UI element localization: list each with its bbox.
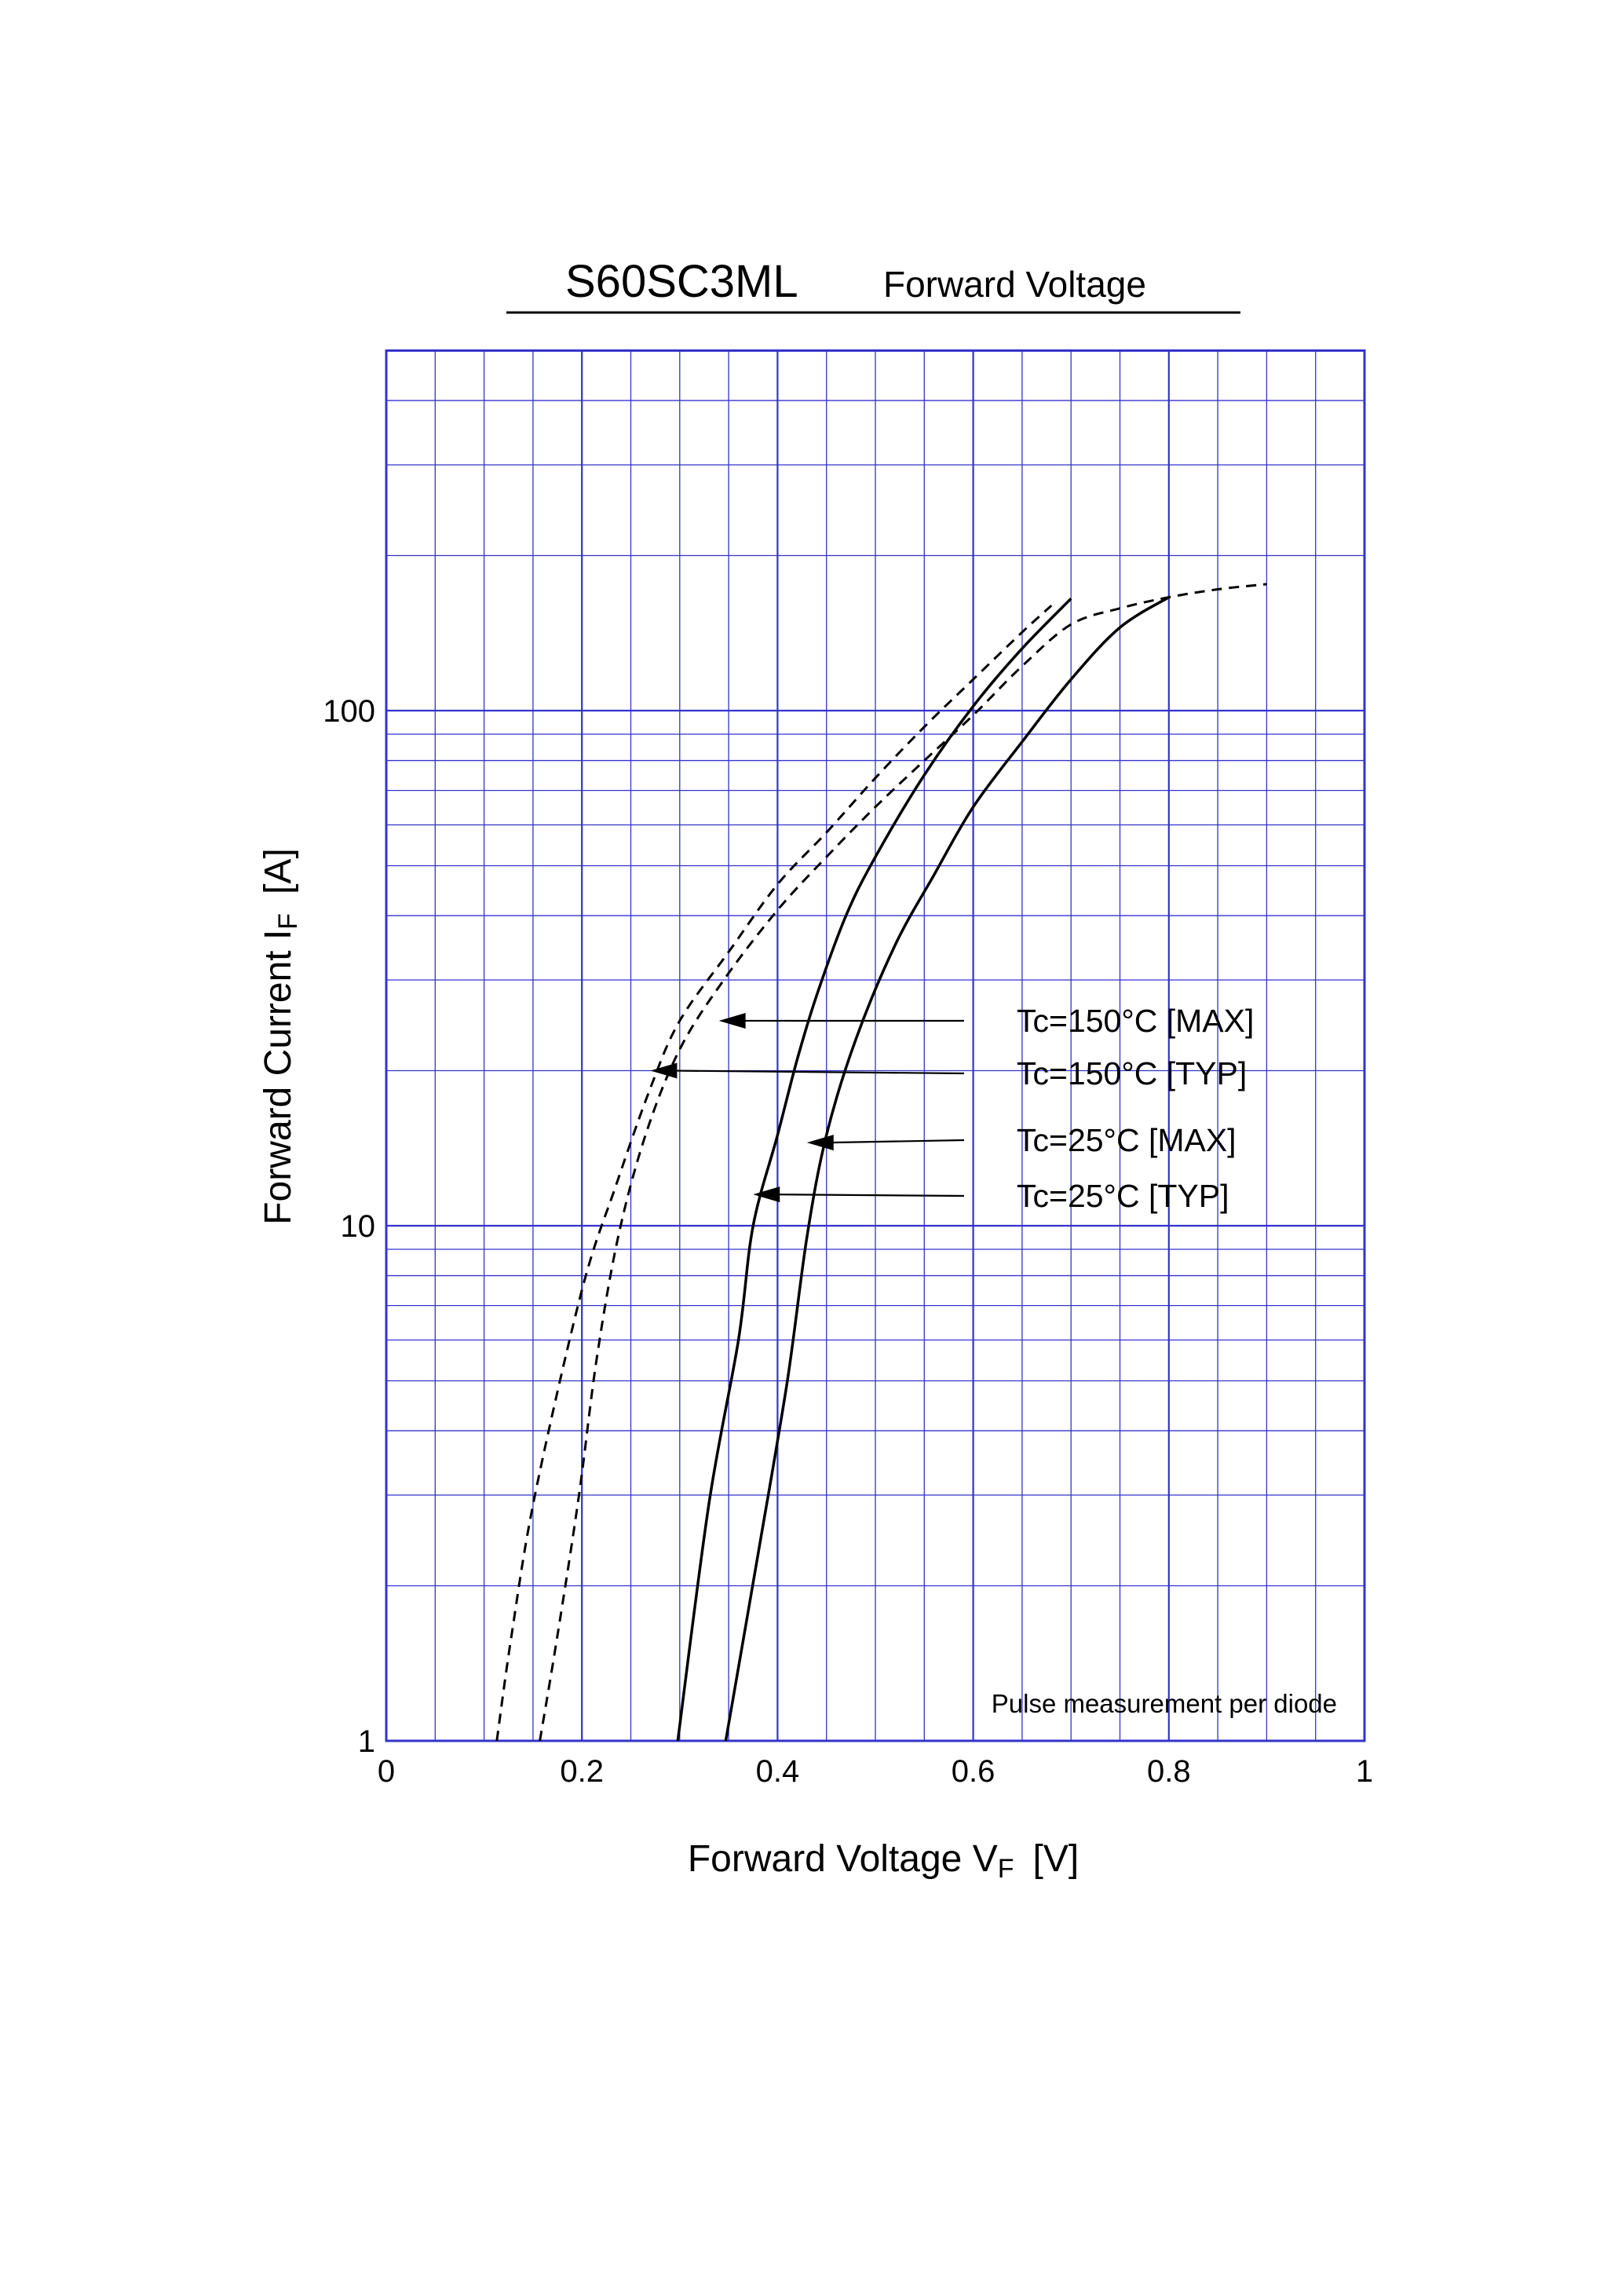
curves	[495, 583, 1267, 1742]
x-tick-label: 0.4	[756, 1754, 800, 1789]
annotation-arrow-head	[718, 1012, 746, 1029]
x-tick-label: 0.6	[952, 1754, 995, 1789]
y-axis-label-sub: F	[273, 913, 303, 930]
series-line-1	[495, 604, 1053, 1742]
chart-title: S60SC3ML	[565, 256, 798, 307]
annotation-arrow-head	[806, 1135, 834, 1151]
x-axis-label-sub: F	[998, 1854, 1014, 1884]
series-line-2	[724, 596, 1170, 1742]
annotation-arrow-line	[775, 1194, 965, 1197]
series-label: Tc=25°C [MAX]	[1017, 1122, 1237, 1158]
series-label: Tc=25°C [TYP]	[1017, 1178, 1229, 1214]
series-line-3	[676, 598, 1072, 1742]
y-tick-label: 1	[358, 1724, 375, 1759]
x-axis-label-unit: [V]	[1032, 1838, 1079, 1880]
x-tick-label: 0	[378, 1754, 395, 1789]
y-axis-label-unit: [A]	[258, 848, 299, 894]
chart-subtitle: Forward Voltage	[883, 264, 1146, 305]
x-axis-label-main: Forward Voltage V	[688, 1838, 998, 1880]
x-tick-label: 0.2	[560, 1754, 604, 1789]
y-tick-label: 100	[323, 694, 375, 729]
y-axis-label: Forward Current IF [A]	[258, 848, 303, 1225]
series-line-0	[539, 583, 1267, 1742]
x-axis-label: Forward Voltage VF [V]	[688, 1838, 1079, 1884]
x-tick-label: 0.8	[1147, 1754, 1191, 1789]
y-tick-label: 10	[341, 1209, 376, 1244]
tick-labels: 0 0.2 0.4 0.6 0.8 1 1 10 100	[323, 694, 1373, 1789]
svg-text:Forward Voltage VF[V]: Forward Voltage VF [V]	[688, 1838, 1079, 1884]
svg-text:Forward Current IF[A]: Forward Current IF [A]	[258, 848, 303, 1225]
annotation-arrow-line	[672, 1069, 965, 1075]
annotation-arrow-line	[828, 1139, 965, 1144]
annotation-arrow-head	[753, 1186, 780, 1203]
plot-frame	[385, 349, 1366, 1742]
title-group: S60SC3ML Forward Voltage	[506, 256, 1240, 314]
x-tick-label: 1	[1356, 1754, 1373, 1789]
measurement-note: Pulse measurement per diode	[992, 1689, 1337, 1718]
annotation-arrow-head	[650, 1062, 678, 1079]
series-label: Tc=150°C [TYP]	[1017, 1055, 1247, 1091]
series-label: Tc=150°C [MAX]	[1017, 1003, 1254, 1039]
annotations: Tc=150°C [MAX] Tc=150°C [TYP] Tc=25°C [MAX…	[650, 1003, 1254, 1214]
grid	[385, 349, 1366, 1742]
y-axis-label-main: Forward Current I	[258, 930, 299, 1225]
